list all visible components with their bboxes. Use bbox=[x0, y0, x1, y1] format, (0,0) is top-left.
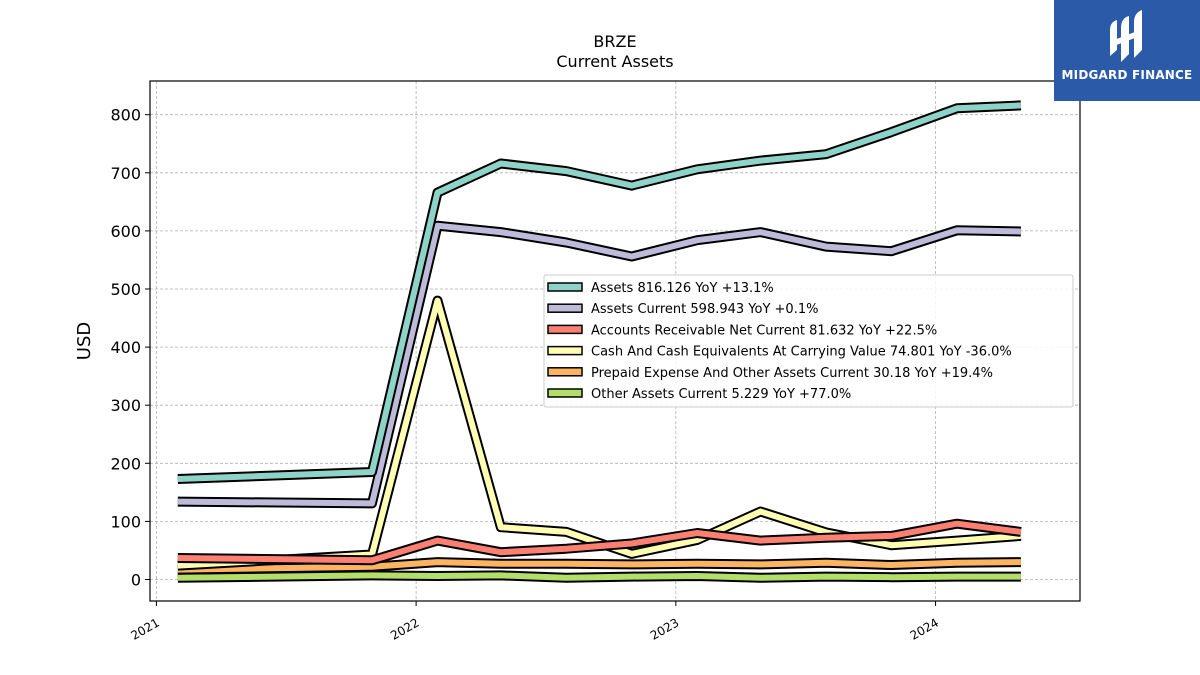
legend-entry: Accounts Receivable Net Current 81.632 Y… bbox=[591, 323, 937, 338]
series-line bbox=[177, 570, 1021, 583]
y-axis: 0 100 200 300 400 500 600 700 800 bbox=[110, 106, 150, 590]
y-tick-label: 300 bbox=[110, 396, 141, 415]
logo-mark-icon bbox=[1110, 10, 1142, 62]
y-tick-label: 600 bbox=[110, 222, 141, 241]
y-tick-label: 100 bbox=[110, 512, 141, 531]
y-tick-label: 800 bbox=[110, 106, 141, 125]
series-line bbox=[177, 557, 1021, 575]
series-line bbox=[177, 100, 1022, 484]
x-axis: 2021 2022 2023 2024 bbox=[128, 601, 941, 643]
legend-entry: Cash And Cash Equivalents At Carrying Va… bbox=[591, 345, 1012, 360]
y-tick-label: 0 bbox=[131, 571, 141, 590]
x-tick-label: 2023 bbox=[648, 615, 681, 642]
series-line bbox=[177, 220, 1021, 509]
legend-entry: Prepaid Expense And Other Assets Current… bbox=[591, 366, 993, 381]
legend-entry: Other Assets Current 5.229 YoY +77.0% bbox=[591, 387, 851, 402]
legend-swatch bbox=[547, 388, 583, 398]
plot-frame bbox=[149, 80, 1081, 602]
legend-entry: Assets 816.126 YoY +13.1% bbox=[591, 281, 774, 296]
logo-text: MIDGARD FINANCE bbox=[1061, 68, 1193, 82]
series-line-stroke bbox=[177, 520, 1022, 564]
legend-swatch bbox=[547, 367, 583, 377]
y-tick-label: 400 bbox=[110, 338, 141, 357]
legend-entry: Assets Current 598.943 YoY +0.1% bbox=[591, 302, 818, 317]
chart-title: BRZE bbox=[593, 32, 636, 51]
legend-swatch bbox=[547, 324, 583, 335]
y-tick-label: 700 bbox=[110, 164, 141, 183]
series-line bbox=[177, 295, 1022, 571]
series-line-stroke bbox=[177, 102, 1022, 482]
legend-swatch bbox=[547, 345, 583, 356]
x-tick-label: 2024 bbox=[908, 615, 941, 642]
x-tick-label: 2022 bbox=[388, 615, 421, 642]
y-tick-label: 200 bbox=[110, 454, 141, 473]
y-axis-label: USD bbox=[74, 322, 95, 360]
legend-swatch bbox=[547, 282, 583, 292]
series-line bbox=[177, 518, 1022, 566]
series-line-stroke bbox=[177, 572, 1021, 581]
legend: Assets 816.126 YoY +13.1% Assets Current … bbox=[543, 274, 1074, 408]
series-layer bbox=[177, 100, 1022, 583]
y-tick-label: 500 bbox=[110, 280, 141, 299]
series-line-stroke bbox=[177, 222, 1021, 507]
series-line-stroke bbox=[177, 559, 1021, 573]
legend-swatch bbox=[547, 303, 583, 313]
legend-box bbox=[543, 274, 1074, 408]
series-line-stroke bbox=[177, 297, 1022, 569]
chart-subtitle: Current Assets bbox=[556, 52, 673, 71]
x-tick-label: 2021 bbox=[128, 615, 161, 642]
brand-logo: MIDGARD FINANCE bbox=[1054, 0, 1200, 101]
